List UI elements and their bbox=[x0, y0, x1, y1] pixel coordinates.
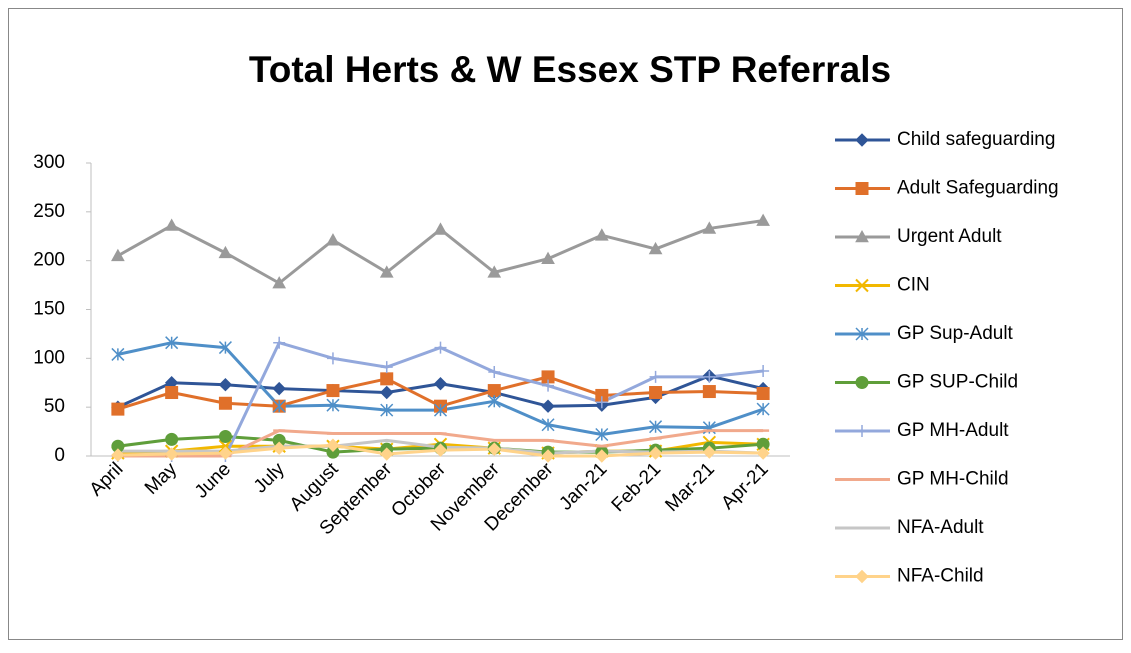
data-point bbox=[111, 448, 125, 462]
data-point bbox=[164, 218, 179, 231]
data-point bbox=[218, 396, 232, 410]
data-point bbox=[380, 403, 394, 417]
data-point bbox=[111, 347, 125, 361]
legend-label: GP Sup-Adult bbox=[897, 323, 1014, 344]
data-point bbox=[273, 336, 286, 349]
data-point bbox=[272, 441, 286, 455]
legend-label: GP MH-Child bbox=[897, 469, 1009, 490]
data-point bbox=[380, 385, 394, 400]
data-point bbox=[488, 366, 501, 379]
data-point bbox=[326, 233, 340, 246]
data-point bbox=[648, 446, 663, 460]
data-point bbox=[756, 213, 770, 226]
data-point bbox=[702, 221, 717, 234]
data-point bbox=[380, 372, 394, 386]
data-point bbox=[541, 449, 555, 463]
data-point bbox=[648, 241, 663, 255]
data-point bbox=[433, 377, 448, 391]
data-point bbox=[487, 265, 502, 278]
legend-label: GP MH-Adult bbox=[897, 420, 1009, 441]
legend-marker bbox=[855, 133, 869, 147]
y-tick-label: 300 bbox=[33, 152, 65, 173]
legend-marker bbox=[856, 425, 868, 437]
data-point bbox=[218, 245, 233, 259]
legend-label: NFA-Adult bbox=[897, 517, 984, 538]
data-point bbox=[272, 399, 286, 413]
legend-marker bbox=[855, 327, 869, 341]
data-point bbox=[379, 265, 394, 278]
chart-border bbox=[8, 8, 1123, 640]
data-point bbox=[595, 427, 609, 442]
data-point bbox=[218, 446, 233, 460]
data-point bbox=[326, 438, 340, 452]
legend-label: Urgent Adult bbox=[897, 226, 1002, 247]
data-point bbox=[433, 443, 448, 457]
data-point bbox=[542, 379, 555, 392]
chart-title: Total Herts & W Essex STP Referrals bbox=[249, 49, 891, 90]
data-point bbox=[541, 399, 555, 413]
data-point bbox=[218, 439, 233, 453]
y-tick-label: 50 bbox=[44, 396, 65, 417]
legend-marker bbox=[855, 569, 869, 584]
data-point bbox=[702, 445, 717, 459]
data-point bbox=[594, 228, 609, 241]
data-point bbox=[272, 276, 287, 289]
y-tick-label: 0 bbox=[54, 445, 65, 466]
data-point bbox=[380, 361, 393, 374]
legend-marker bbox=[855, 278, 869, 293]
data-point bbox=[541, 251, 555, 265]
y-tick-label: 200 bbox=[33, 250, 65, 271]
data-point bbox=[326, 384, 340, 398]
data-point bbox=[433, 403, 448, 417]
data-point bbox=[702, 385, 716, 399]
data-point bbox=[111, 402, 125, 416]
data-point bbox=[326, 352, 339, 365]
data-point bbox=[649, 386, 663, 400]
data-point bbox=[703, 370, 716, 383]
data-point bbox=[218, 377, 233, 392]
data-point bbox=[165, 386, 179, 400]
legend-label: Adult Safeguarding bbox=[897, 178, 1059, 199]
data-point bbox=[165, 432, 179, 446]
data-point bbox=[595, 396, 608, 409]
data-point bbox=[756, 386, 770, 400]
data-point bbox=[326, 398, 340, 412]
data-point bbox=[541, 418, 555, 432]
data-point bbox=[487, 384, 501, 398]
legend-label: NFA-Child bbox=[897, 566, 984, 587]
y-tick-label: 100 bbox=[33, 347, 65, 368]
data-point bbox=[380, 447, 394, 461]
data-point bbox=[595, 449, 609, 463]
y-tick-label: 250 bbox=[33, 201, 65, 222]
data-point bbox=[218, 341, 232, 355]
y-tick-label: 150 bbox=[33, 299, 65, 320]
data-point bbox=[165, 336, 179, 350]
legend-marker bbox=[855, 182, 869, 195]
data-point bbox=[111, 248, 125, 262]
legend-marker bbox=[855, 376, 869, 389]
data-point bbox=[756, 446, 770, 460]
data-point bbox=[433, 222, 448, 235]
data-point bbox=[756, 402, 770, 416]
data-point bbox=[218, 429, 232, 443]
data-point bbox=[649, 370, 662, 383]
legend-marker bbox=[855, 229, 869, 243]
legend-label: Child safeguarding bbox=[897, 129, 1055, 150]
data-point bbox=[434, 341, 447, 354]
legend-label: CIN bbox=[897, 275, 930, 296]
data-point bbox=[487, 394, 501, 408]
data-point bbox=[272, 381, 286, 396]
data-point bbox=[649, 420, 663, 434]
data-point bbox=[487, 442, 501, 456]
data-point bbox=[757, 365, 770, 378]
legend-label: GP SUP-Child bbox=[897, 372, 1018, 393]
data-point bbox=[164, 447, 179, 461]
